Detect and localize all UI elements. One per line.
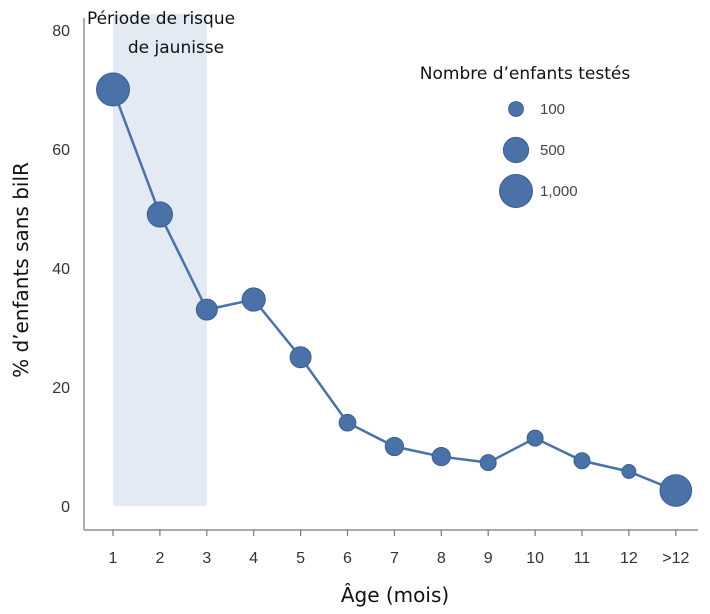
x-tick-label: 12 [620,550,638,567]
data-point [338,413,357,432]
size-legend-marker [508,101,524,117]
x-tick-label: 4 [249,550,258,567]
x-tick-label: 9 [484,550,493,567]
x-tick-label: 2 [155,550,164,567]
size-legend-label: 1,000 [540,183,578,200]
x-tick-label: 10 [526,550,544,567]
data-point [526,429,544,447]
x-tick-label: 5 [296,550,305,567]
y-tick-label: 0 [61,499,70,516]
data-point [384,436,405,457]
x-tick-label: 3 [202,550,211,567]
x-tick-label: 7 [390,550,399,567]
data-point [431,446,451,467]
x-tick-label: 11 [574,550,591,567]
data-points [96,72,693,507]
x-tick-label: >12 [662,550,689,567]
data-point [146,201,173,228]
y-axis-ticks: 0 20 40 60 80 [52,23,70,516]
y-tick-label: 20 [52,380,70,397]
data-point [289,346,312,369]
y-tick-label: 60 [52,142,70,159]
y-axis-title: % d’enfants sans bilR [9,162,33,378]
size-legend-marker [499,174,533,208]
data-point [195,298,218,321]
risk-period-label-line2: de jaunisse [128,38,224,58]
size-legend-title: Nombre d’enfants testés [420,64,631,84]
risk-period-label-line1: Période de risque [87,9,235,29]
data-point [96,72,130,107]
y-tick-label: 40 [52,261,70,278]
size-legend-label: 100 [540,101,565,118]
size-legend-marker [502,136,530,164]
x-axis-ticks: 1 2 3 4 5 6 7 8 9 10 11 12 >12 [109,530,689,567]
data-point [621,464,637,479]
y-tick-label: 80 [52,23,70,40]
data-point [479,454,497,472]
data-point [573,452,591,470]
x-tick-label: 8 [437,550,446,567]
data-point [241,287,266,312]
x-tick-label: 1 [109,550,118,567]
x-tick-label: 6 [343,550,352,567]
data-point [659,474,693,507]
size-legend: Nombre d’enfants testés 100 500 1,000 [420,64,631,208]
size-legend-label: 500 [540,142,565,159]
x-axis-title: Âge (mois) [341,583,449,607]
